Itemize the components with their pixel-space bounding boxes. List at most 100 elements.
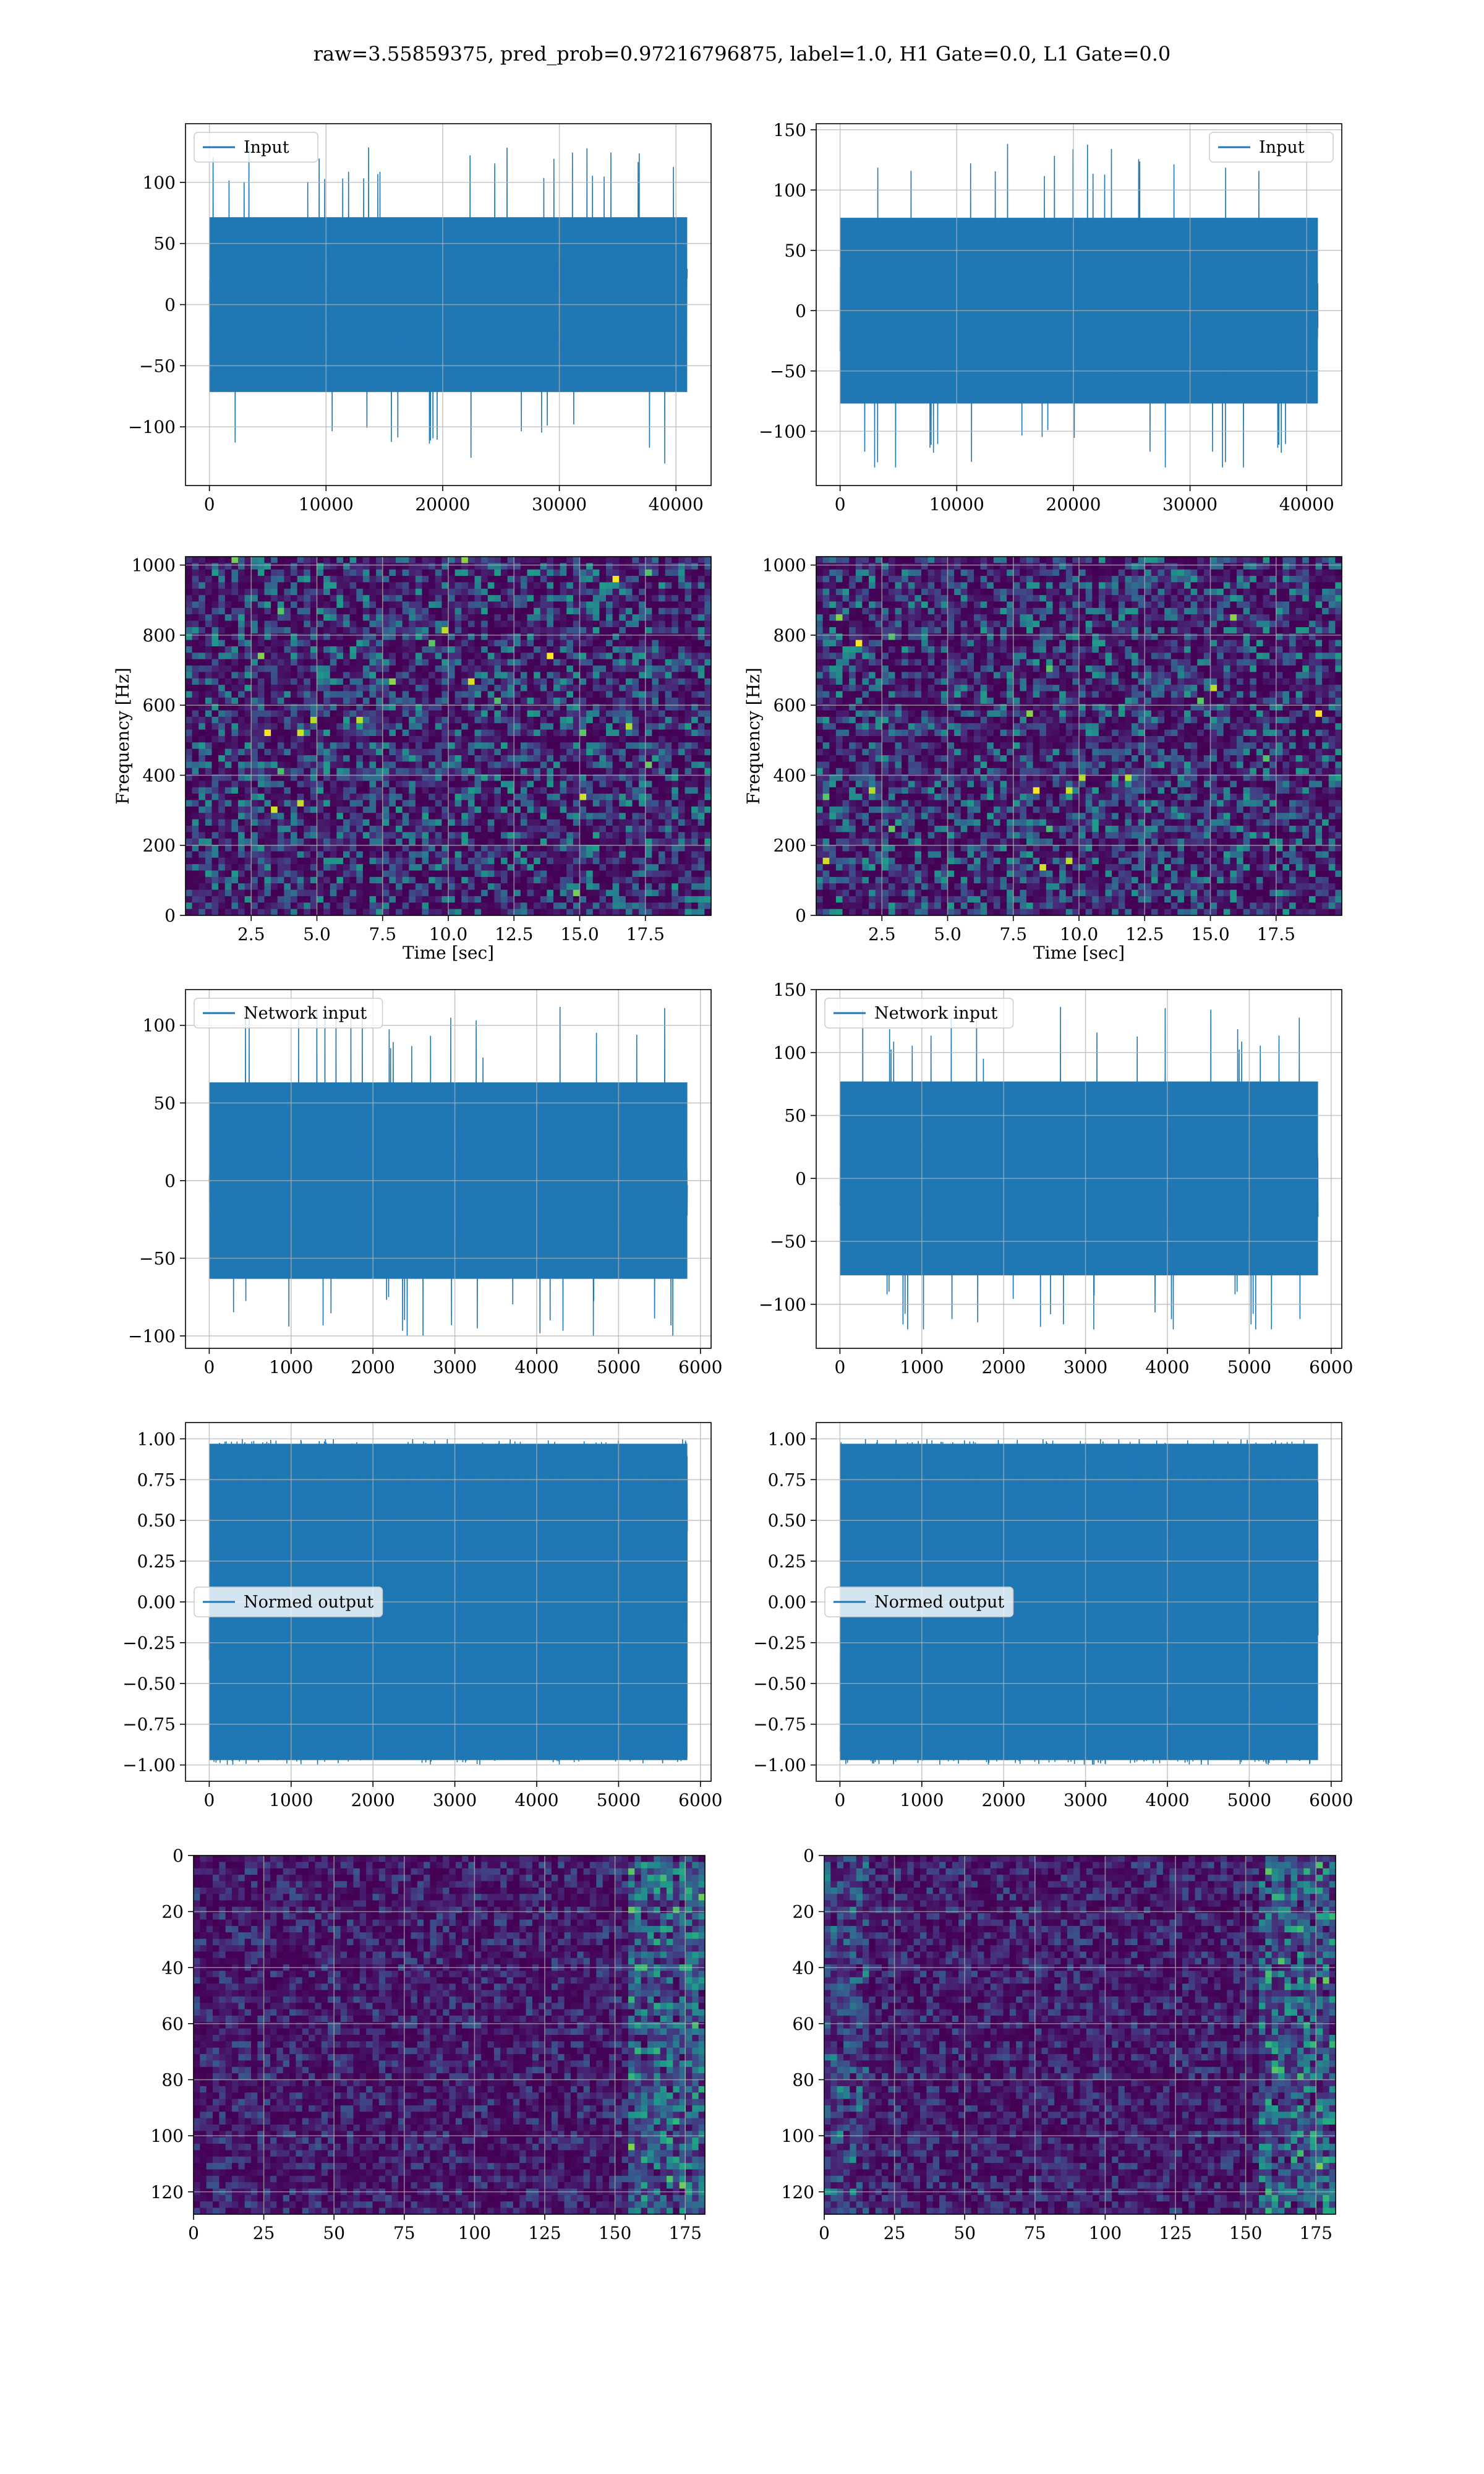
heatmap-cell: [376, 876, 383, 884]
heatmap-cell: [277, 633, 284, 641]
heatmap-cell: [251, 627, 258, 634]
heatmap-cell: [238, 563, 245, 570]
heatmap-cell: [507, 909, 514, 916]
heatmap-cell: [691, 659, 699, 666]
heatmap-cell: [652, 876, 659, 884]
heatmap-cell: [291, 557, 298, 563]
heatmap-cell: [277, 800, 284, 807]
heatmap-cell: [684, 781, 692, 788]
heatmap-cell: [520, 653, 528, 660]
heatmap-cell: [205, 582, 213, 589]
heatmap-cell: [205, 723, 213, 730]
heatmap-cell: [409, 557, 416, 563]
heatmap-cell: [323, 768, 331, 775]
heatmap-cell: [678, 659, 686, 666]
heatmap-cell: [652, 883, 659, 891]
heatmap-cell: [645, 826, 652, 833]
heatmap-cell: [678, 607, 686, 615]
heatmap-cell: [244, 595, 252, 602]
heatmap-cell: [1276, 576, 1283, 583]
heatmap-cell: [422, 633, 429, 641]
heatmap-cell: [514, 666, 521, 673]
heatmap-cell: [520, 569, 528, 576]
heatmap-cell: [481, 563, 488, 570]
heatmap-cell: [310, 896, 318, 903]
y-tick-label: 50: [153, 234, 176, 254]
heatmap-cell: [573, 672, 581, 679]
heatmap-cell: [429, 666, 436, 673]
heatmap-cell: [224, 902, 232, 910]
heatmap-cell: [487, 800, 495, 807]
heatmap-cell: [429, 646, 436, 653]
heatmap-cell: [534, 576, 541, 583]
heatmap-cell: [1065, 582, 1073, 589]
heatmap-cell: [527, 736, 534, 743]
heatmap-cell: [461, 902, 469, 910]
heatmap-cell: [192, 838, 199, 845]
heatmap-cell: [501, 736, 508, 743]
heatmap-cell: [323, 838, 331, 845]
heatmap-cell: [619, 588, 626, 596]
heatmap-cell: [934, 557, 942, 563]
heatmap-cell: [343, 909, 351, 916]
heatmap-cell: [343, 761, 351, 769]
heatmap-cell: [389, 697, 396, 704]
heatmap-cell: [573, 794, 581, 801]
heatmap-cell: [271, 838, 278, 845]
heatmap-cell: [1079, 576, 1086, 583]
heatmap-cell: [1164, 557, 1172, 563]
heatmap-cell: [487, 883, 495, 891]
heatmap-cell: [349, 601, 357, 609]
heatmap-cell: [186, 838, 193, 845]
heatmap-cell: [211, 595, 219, 602]
heatmap-cell: [560, 787, 567, 794]
heatmap-cell: [704, 620, 712, 628]
heatmap-cell: [448, 768, 456, 775]
heatmap-cell: [461, 857, 469, 865]
heatmap-cell: [317, 659, 324, 666]
heatmap-cell: [349, 838, 357, 845]
heatmap-cell: [257, 876, 265, 884]
heatmap-cell: [310, 723, 318, 730]
heatmap-cell: [672, 595, 679, 602]
heatmap-cell: [264, 646, 271, 653]
heatmap-cell: [402, 704, 409, 711]
heatmap-cell: [494, 659, 501, 666]
heatmap-cell: [186, 832, 193, 839]
heatmap-cell: [422, 902, 429, 910]
heatmap-cell: [842, 563, 850, 570]
heatmap-cell: [632, 576, 639, 583]
heatmap-cell: [678, 748, 686, 756]
heatmap-cell: [409, 666, 416, 673]
heatmap-cell: [422, 691, 429, 698]
heatmap-cell: [691, 870, 699, 878]
heatmap-cell: [336, 588, 344, 596]
heatmap-cell: [665, 876, 672, 884]
heatmap-cell: [915, 563, 922, 570]
heatmap-cell: [514, 729, 521, 737]
heatmap-cell: [218, 576, 226, 583]
heatmap-cell: [218, 896, 226, 903]
heatmap-cell: [1065, 563, 1073, 570]
heatmap-cell: [211, 640, 219, 647]
heatmap-cell: [514, 685, 521, 692]
heatmap-cell: [297, 710, 304, 717]
heatmap-cell: [527, 704, 534, 711]
heatmap-cell: [304, 748, 311, 756]
heatmap-cell: [704, 633, 712, 641]
heatmap-cell: [198, 569, 206, 576]
x-axis-label: Time [sec]: [403, 943, 494, 963]
heatmap-cell: [586, 557, 594, 563]
heatmap-cell: [540, 659, 547, 666]
heatmap-cell: [415, 588, 423, 596]
heatmap-cell: [704, 838, 712, 845]
heatmap-cell: [697, 563, 705, 570]
heatmap-cell: [619, 659, 626, 666]
heatmap-cell: [625, 748, 633, 756]
x-tick-label: 17.5: [626, 924, 665, 944]
heatmap-cell: [297, 736, 304, 743]
heatmap-cell: [448, 896, 456, 903]
heatmap-cell: [947, 576, 955, 583]
heatmap-cell: [573, 768, 581, 775]
heatmap-cell: [304, 870, 311, 878]
